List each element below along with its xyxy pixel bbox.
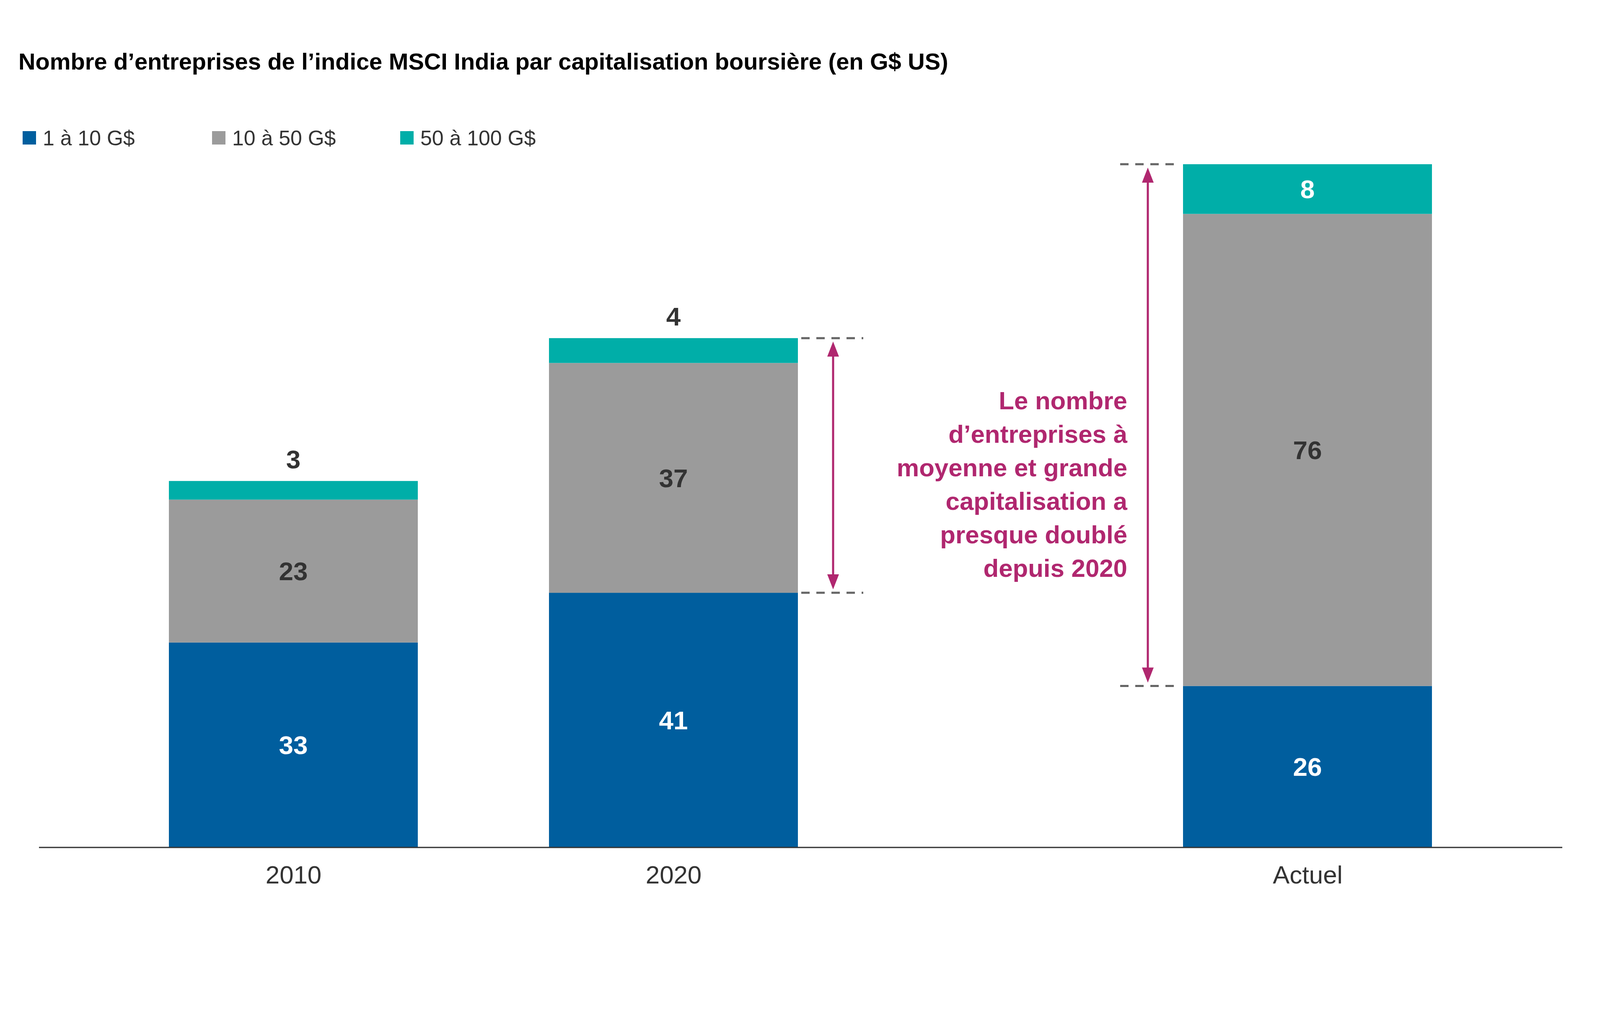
bracket-dash [1120,163,1179,166]
data-label: 76 [1293,435,1323,465]
x-tick-label: 2020 [645,861,702,890]
legend-label: 10 à 50 G$ [232,126,336,151]
bracket-dash [801,337,864,340]
bracket-arrow [1146,172,1150,678]
bar-segment [1183,164,1432,215]
bracket-arrow [832,346,835,585]
bar-segment [168,642,418,848]
chart: Nombre d’entreprises de l’indice MSCI In… [0,0,1600,1028]
annotation-text: moyenne et grande [896,453,1128,482]
bars [168,164,1432,848]
title: Nombre d’entreprises de l’indice MSCI In… [18,48,949,75]
x-axis: 2010 2020 Actuel [265,861,1343,890]
bracket-dash [801,592,864,595]
arrow-head [1141,667,1154,683]
bar-segment [168,481,418,500]
baseline [38,847,1563,849]
annotation-text: presque doublé [939,520,1128,549]
data-label: 3 [286,445,301,474]
annotation-text: depuis 2020 [983,554,1128,583]
data-label: 37 [659,463,689,493]
legend-swatch [212,131,226,145]
bar-segment [548,338,798,363]
data-label: 41 [659,706,689,736]
data-labels: 33 41 26 23 37 76 3 4 8 [279,174,1323,782]
legend-label: 50 à 100 G$ [420,126,536,151]
arrow-head [1141,167,1154,183]
x-tick: Actuel [1272,861,1343,890]
annotation: Le nombre d’entreprises à moyenne et grand… [801,164,1179,687]
x-tick: 2020 [645,861,702,890]
bar-segment [548,592,798,848]
arrow-head [827,574,839,590]
data-label: 23 [279,556,309,586]
legend-swatch [400,131,414,145]
data-label: 8 [1300,174,1315,204]
legend: 1 à 10 G$ 10 à 50 G$ 50 à 100 G$ [22,126,536,151]
bar-segment [1183,686,1432,848]
bar-segment [1183,214,1432,687]
bar-segment [168,499,418,643]
x-tick-label: Actuel [1272,861,1343,890]
data-label: 26 [1293,752,1323,782]
annotation-text: Le nombre [998,386,1128,415]
x-tick: 2010 [265,861,322,890]
bar-segment [548,362,798,593]
legend-label: 1 à 10 G$ [42,126,135,151]
bracket-dash [1120,685,1179,688]
data-label: 33 [279,730,309,760]
data-label: 4 [666,302,681,332]
background [0,0,1600,1028]
annotation-text: d’entreprises à [948,420,1128,449]
legend-swatch [22,131,37,145]
annotation-text: capitalisation a [945,487,1128,516]
x-tick-label: 2010 [265,861,322,890]
arrow-head [827,341,839,357]
